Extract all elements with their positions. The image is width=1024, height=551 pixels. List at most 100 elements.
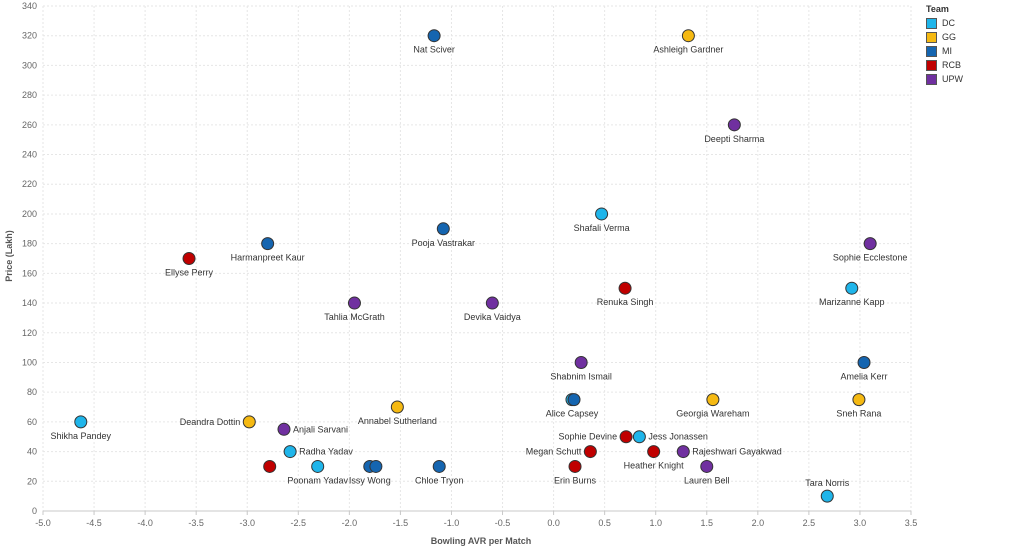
legend-item-rcb[interactable]: RCB bbox=[926, 58, 1018, 72]
data-point[interactable] bbox=[436, 222, 450, 236]
data-point[interactable] bbox=[311, 459, 325, 473]
point-label: Renuka Singh bbox=[597, 297, 654, 307]
data-point[interactable] bbox=[74, 415, 88, 429]
legend-item-mi[interactable]: MI bbox=[926, 44, 1018, 58]
x-tick-label: -1.0 bbox=[444, 518, 460, 528]
data-point[interactable] bbox=[369, 459, 383, 473]
y-tick-label: 260 bbox=[22, 120, 37, 130]
point-label: Annabel Sutherland bbox=[358, 416, 437, 426]
y-tick-label: 340 bbox=[22, 1, 37, 11]
legend-item-gg[interactable]: GG bbox=[926, 30, 1018, 44]
data-point[interactable] bbox=[863, 237, 877, 251]
data-point[interactable] bbox=[857, 355, 871, 369]
point-label: Radha Yadav bbox=[299, 447, 353, 457]
point-label: Lauren Bell bbox=[684, 475, 730, 485]
data-point[interactable] bbox=[852, 393, 866, 407]
data-point[interactable] bbox=[647, 445, 661, 459]
x-tick-label: -3.5 bbox=[188, 518, 204, 528]
x-tick-label: -2.0 bbox=[342, 518, 358, 528]
x-tick-label: 1.0 bbox=[649, 518, 662, 528]
axes: -5.0 -4.5 -4.0 -3.5 -3.0 -2.5 -2.0 -1.5 -1.0 -0.5… bbox=[22, 1, 917, 528]
x-tick-label: 3.5 bbox=[905, 518, 918, 528]
x-tick-label: 0.0 bbox=[547, 518, 560, 528]
legend-label: GG bbox=[942, 32, 957, 42]
legend-item-dc[interactable]: DC bbox=[926, 16, 1018, 30]
point-label: Shafali Verma bbox=[574, 223, 630, 233]
point-label: Shikha Pandey bbox=[51, 431, 112, 441]
y-axis-title: Price (Lakh) bbox=[4, 230, 14, 282]
legend: Team DC GG MI RCB UPW bbox=[926, 4, 1018, 86]
point-label: Marizanne Kapp bbox=[819, 297, 885, 307]
data-point[interactable] bbox=[242, 415, 256, 429]
data-point[interactable] bbox=[261, 237, 275, 251]
point-label: Megan Schutt bbox=[526, 447, 582, 457]
data-point[interactable] bbox=[485, 296, 499, 310]
data-point[interactable] bbox=[595, 207, 609, 221]
legend-label: UPW bbox=[942, 74, 963, 84]
x-tick-label: -4.5 bbox=[86, 518, 102, 528]
y-tick-label: 40 bbox=[27, 447, 37, 457]
point-label: Ashleigh Gardner bbox=[653, 45, 723, 55]
data-point[interactable] bbox=[432, 459, 446, 473]
data-point[interactable] bbox=[390, 400, 404, 414]
y-tick-label: 0 bbox=[32, 506, 37, 516]
x-tick-label: 2.0 bbox=[752, 518, 765, 528]
data-point[interactable] bbox=[427, 29, 441, 43]
x-tick-label: -1.5 bbox=[393, 518, 409, 528]
x-tick-label: 2.5 bbox=[803, 518, 816, 528]
legend-items: DC GG MI RCB UPW bbox=[926, 16, 1018, 86]
data-point[interactable] bbox=[567, 393, 581, 407]
point-label: Harmanpreet Kaur bbox=[231, 253, 305, 263]
legend-title: Team bbox=[926, 4, 949, 14]
data-point[interactable] bbox=[681, 29, 695, 43]
y-tick-label: 240 bbox=[22, 150, 37, 160]
x-tick-label: 3.0 bbox=[854, 518, 867, 528]
point-label: Georgia Wareham bbox=[676, 409, 749, 419]
x-axis-title: Bowling AVR per Match bbox=[431, 536, 532, 546]
y-tick-label: 20 bbox=[27, 476, 37, 486]
point-label: Shabnim Ismail bbox=[550, 371, 612, 381]
point-label: Erin Burns bbox=[554, 475, 597, 485]
data-point[interactable] bbox=[727, 118, 741, 132]
y-tick-label: 200 bbox=[22, 209, 37, 219]
data-point[interactable] bbox=[619, 430, 633, 444]
legend-item-upw[interactable]: UPW bbox=[926, 72, 1018, 86]
data-point[interactable] bbox=[618, 281, 632, 295]
y-tick-label: 120 bbox=[22, 328, 37, 338]
point-label: Deepti Sharma bbox=[704, 134, 764, 144]
data-points bbox=[74, 29, 877, 503]
data-point[interactable] bbox=[277, 422, 291, 436]
data-point[interactable] bbox=[583, 445, 597, 459]
legend-swatch bbox=[926, 59, 937, 71]
data-point[interactable] bbox=[845, 281, 859, 295]
legend-swatch bbox=[926, 73, 937, 85]
point-label: Chloe Tryon bbox=[415, 475, 464, 485]
point-label: Pooja Vastrakar bbox=[412, 238, 475, 248]
x-tick-label: 1.5 bbox=[701, 518, 714, 528]
point-label: Sneh Rana bbox=[836, 409, 881, 419]
legend-label: RCB bbox=[942, 60, 962, 70]
point-label: Sophie Ecclestone bbox=[833, 253, 908, 263]
data-point[interactable] bbox=[263, 459, 277, 473]
data-point[interactable] bbox=[347, 296, 361, 310]
y-tick-label: 220 bbox=[22, 179, 37, 189]
y-tick-label: 160 bbox=[22, 268, 37, 278]
legend-swatch bbox=[926, 45, 937, 57]
data-point[interactable] bbox=[568, 459, 582, 473]
point-label: Alice Capsey bbox=[546, 409, 599, 419]
x-tick-label: -4.0 bbox=[137, 518, 153, 528]
data-point[interactable] bbox=[283, 445, 297, 459]
data-point[interactable] bbox=[820, 489, 834, 503]
data-point[interactable] bbox=[574, 355, 588, 369]
data-point[interactable] bbox=[632, 430, 646, 444]
x-tick-label: -5.0 bbox=[35, 518, 51, 528]
y-tick-label: 100 bbox=[22, 357, 37, 367]
data-point[interactable] bbox=[182, 252, 196, 265]
x-tick-label: -2.5 bbox=[291, 518, 307, 528]
point-label: Ellyse Perry bbox=[165, 268, 214, 278]
legend-label: MI bbox=[942, 46, 952, 56]
data-point[interactable] bbox=[676, 445, 690, 459]
data-point[interactable] bbox=[700, 459, 714, 473]
data-point[interactable] bbox=[706, 393, 720, 407]
